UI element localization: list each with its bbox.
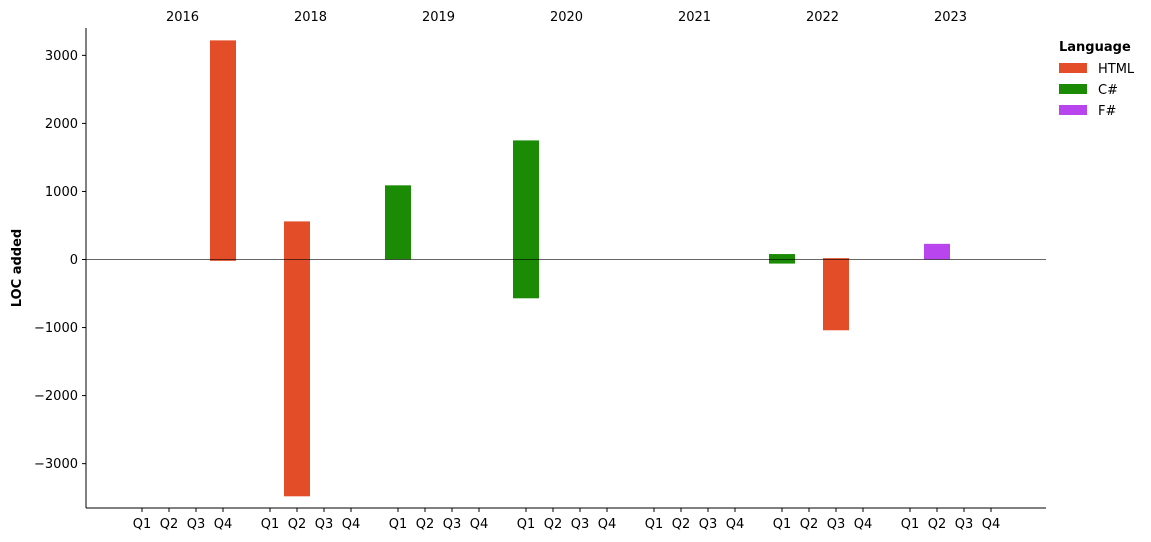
- legend-swatch: [1059, 105, 1087, 115]
- x-tick-label: Q4: [598, 517, 617, 532]
- x-tick-label: Q2: [160, 517, 179, 532]
- y-tick-label: 0: [70, 253, 78, 268]
- legend-title: Language: [1059, 40, 1131, 55]
- year-label: 2021: [678, 10, 711, 25]
- x-tick-label: Q3: [955, 517, 974, 532]
- bar-positive: [385, 185, 411, 260]
- y-tick-label: 3000: [45, 49, 78, 64]
- legend-swatch: [1059, 63, 1087, 73]
- bar-positive: [823, 258, 849, 260]
- x-tick-label: Q1: [773, 517, 792, 532]
- x-tick-label: Q2: [416, 517, 435, 532]
- x-tick-label: Q4: [726, 517, 745, 532]
- x-tick-label: Q2: [544, 517, 563, 532]
- x-tick-label: Q3: [699, 517, 718, 532]
- x-ticks: Q1 Q2 Q3 Q4 Q1 Q2 Q3 Q4 Q1 Q2 Q3 Q4 Q1 Q2 Q3 Q4 Q1 Q2 Q3 Q4…: [133, 508, 1001, 532]
- year-label: 2020: [550, 10, 583, 25]
- bar-negative: [769, 259, 795, 264]
- bar-positive: [924, 243, 950, 260]
- x-tick-label: Q2: [288, 517, 307, 532]
- legend: Language HTML C# F#: [1059, 40, 1135, 119]
- y-tick-label: 2000: [45, 117, 78, 132]
- legend-label: F#: [1098, 104, 1116, 119]
- x-tick-label: Q1: [261, 517, 280, 532]
- x-tick-label: Q2: [672, 517, 691, 532]
- bar-positive: [210, 40, 236, 260]
- x-tick-label: Q4: [982, 517, 1001, 532]
- x-tick-label: Q1: [133, 517, 152, 532]
- bar-negative: [284, 259, 310, 497]
- x-tick-label: Q3: [571, 517, 590, 532]
- x-tick-label: Q1: [645, 517, 664, 532]
- x-tick-label: Q1: [389, 517, 408, 532]
- y-tick-label: −3000: [34, 457, 78, 472]
- bar-positive: [513, 140, 539, 260]
- y-ticks: 3000 2000 1000 0 −1000 −2000 −3000: [34, 49, 86, 472]
- x-tick-label: Q4: [470, 517, 489, 532]
- bar-negative: [513, 259, 539, 299]
- x-tick-label: Q3: [827, 517, 846, 532]
- bar-positive: [284, 221, 310, 260]
- axes-layer: [85, 28, 1046, 509]
- x-tick-label: Q2: [928, 517, 947, 532]
- year-labels: 2016 2018 2019 2020 2021 2022 2023: [166, 10, 967, 25]
- legend-label: C#: [1098, 83, 1118, 98]
- x-tick-label: Q2: [800, 517, 819, 532]
- x-tick-label: Q4: [854, 517, 873, 532]
- bars-layer: [210, 40, 950, 497]
- legend-entries: HTML C# F#: [1059, 62, 1135, 119]
- x-tick-label: Q4: [214, 517, 233, 532]
- year-label: 2018: [294, 10, 327, 25]
- x-tick-label: Q1: [517, 517, 536, 532]
- x-tick-label: Q3: [187, 517, 206, 532]
- y-tick-label: 1000: [45, 185, 78, 200]
- x-tick-label: Q4: [342, 517, 361, 532]
- bar-positive: [769, 254, 795, 260]
- legend-label: HTML: [1098, 62, 1135, 77]
- x-tick-label: Q1: [901, 517, 920, 532]
- y-tick-label: −2000: [34, 389, 78, 404]
- x-tick-label: Q3: [315, 517, 334, 532]
- legend-swatch: [1059, 84, 1087, 94]
- year-label: 2016: [166, 10, 199, 25]
- year-label: 2023: [934, 10, 967, 25]
- x-tick-label: Q3: [443, 517, 462, 532]
- y-axis-label: LOC added: [10, 229, 25, 307]
- year-label: 2022: [806, 10, 839, 25]
- bar-negative: [823, 259, 849, 331]
- bar-negative: [210, 259, 236, 261]
- year-label: 2019: [422, 10, 455, 25]
- y-tick-label: −1000: [34, 321, 78, 336]
